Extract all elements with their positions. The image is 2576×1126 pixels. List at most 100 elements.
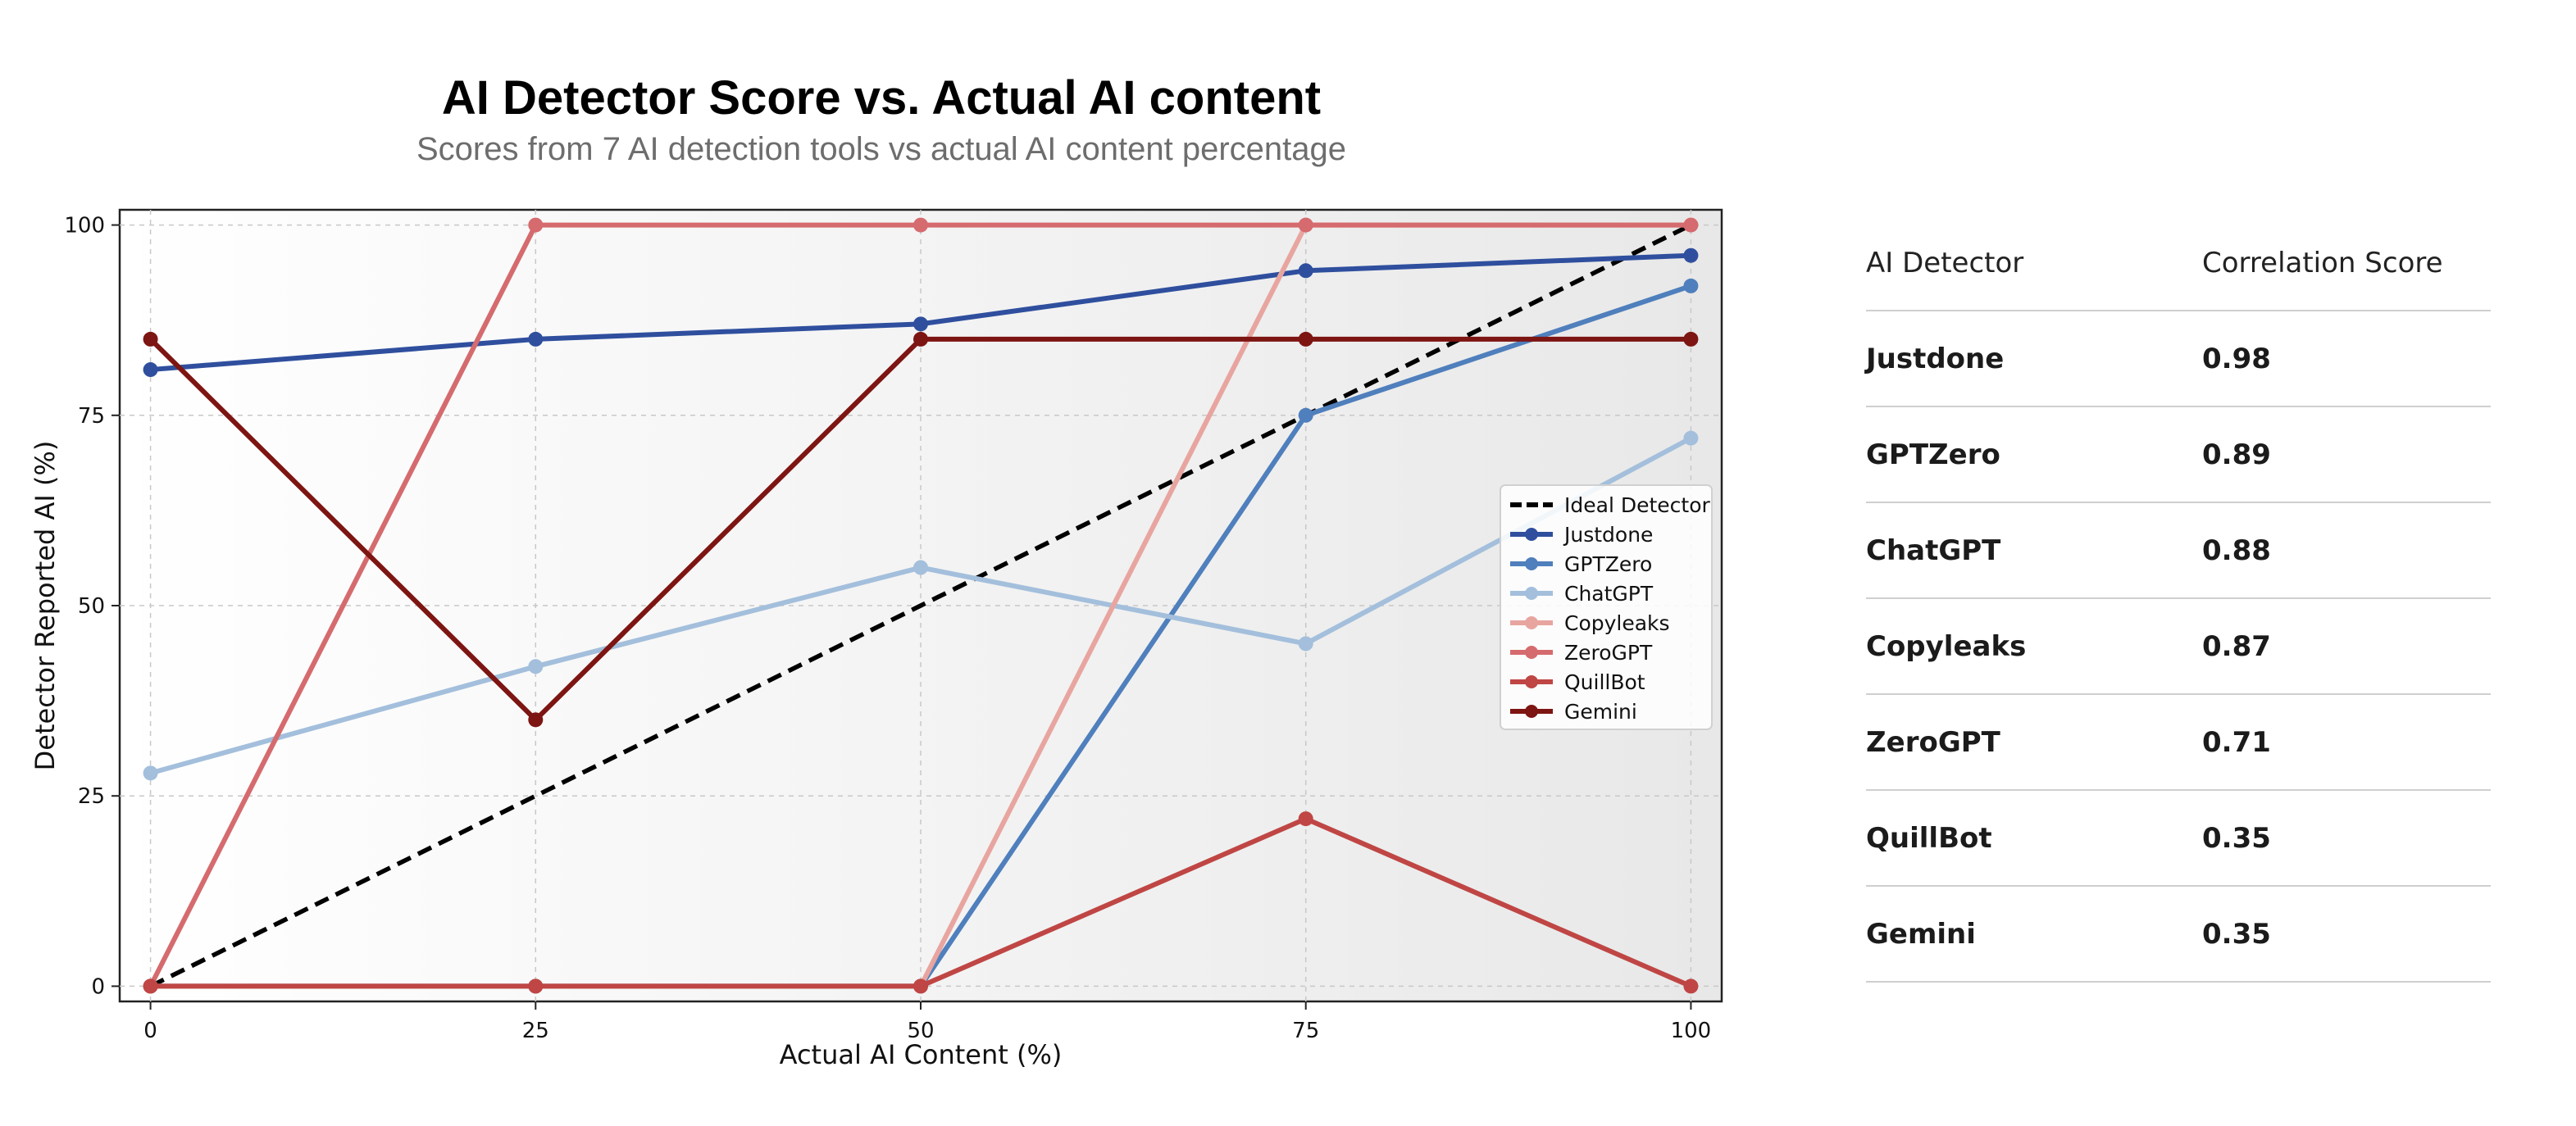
correlation-score: 0.87 xyxy=(2202,629,2271,663)
table-header: AI Detector Correlation Score xyxy=(1866,216,2491,311)
table-row: GPTZero 0.89 xyxy=(1866,407,2491,503)
detector-name: Copyleaks xyxy=(1866,629,2027,663)
data-point-chatgpt xyxy=(143,765,158,781)
legend-label: Copyleaks xyxy=(1564,611,1670,635)
series-justdone xyxy=(143,247,1699,378)
data-point-gemini xyxy=(143,331,158,347)
series-lines xyxy=(143,217,1699,994)
correlation-score: 0.88 xyxy=(2202,533,2271,567)
legend-item-chatgpt: ChatGPT xyxy=(1510,582,1654,606)
legend: Ideal Detector Justdone GPTZero ChatGPT Copy… xyxy=(1500,484,1713,730)
legend-label: ChatGPT xyxy=(1564,582,1654,606)
legend-marker xyxy=(1525,675,1538,688)
legend-label: Justdone xyxy=(1563,523,1653,547)
series-ideal-detector xyxy=(149,223,1692,988)
y-tick-label: 50 xyxy=(78,594,105,619)
correlation-score: 0.98 xyxy=(2202,342,2271,375)
data-point-gptzero xyxy=(1298,407,1313,423)
data-point-quillbot xyxy=(1298,811,1313,827)
data-point-justdone xyxy=(143,362,158,378)
legend-item-justdone: Justdone xyxy=(1510,523,1653,547)
legend-item-gptzero: GPTZero xyxy=(1510,552,1652,576)
data-point-chatgpt xyxy=(528,659,544,674)
data-point-quillbot xyxy=(528,978,544,994)
data-point-gemini xyxy=(1683,331,1699,347)
legend-item-zerogpt: ZeroGPT xyxy=(1510,641,1653,665)
table-row: Justdone 0.98 xyxy=(1866,311,2491,407)
correlation-table: AI Detector Correlation Score Justdone 0.… xyxy=(1866,216,2491,983)
legend-item-gemini: Gemini xyxy=(1510,700,1637,724)
legend-marker xyxy=(1525,646,1538,659)
header-detector: AI Detector xyxy=(1866,247,2024,279)
data-point-chatgpt xyxy=(1683,430,1699,446)
axes: 0 25 50 75 100 0 25 50 75 100 xyxy=(64,214,1711,1043)
correlation-score: 0.71 xyxy=(2202,725,2271,759)
header-score: Correlation Score xyxy=(2202,247,2443,279)
series-line-ideal-detector xyxy=(149,223,1692,988)
correlation-score: 0.89 xyxy=(2202,438,2271,471)
y-tick-label: 100 xyxy=(64,214,105,238)
x-tick-label: 75 xyxy=(1292,1019,1319,1043)
chart-title: AI Detector Score vs. Actual AI content xyxy=(441,71,1322,125)
data-point-zerogpt xyxy=(528,217,544,233)
detector-name: GPTZero xyxy=(1866,438,2000,471)
data-point-justdone xyxy=(528,331,544,347)
legend-item-copyleaks: Copyleaks xyxy=(1510,611,1670,635)
legend-label: Ideal Detector xyxy=(1564,493,1710,517)
y-axis-label: Detector Reported AI (%) xyxy=(30,441,61,771)
detector-name: Justdone xyxy=(1866,342,2005,375)
correlation-score: 0.35 xyxy=(2202,821,2271,855)
x-tick-label: 100 xyxy=(1671,1019,1712,1043)
legend-marker xyxy=(1525,705,1538,718)
series-gemini xyxy=(143,331,1699,728)
detector-name: Gemini xyxy=(1866,917,1976,951)
legend-box xyxy=(1500,484,1713,730)
x-tick-label: 25 xyxy=(522,1019,549,1043)
data-point-gptzero xyxy=(1683,278,1699,293)
series-quillbot xyxy=(143,811,1699,994)
data-point-quillbot xyxy=(1683,978,1699,994)
table-row: ChatGPT 0.88 xyxy=(1866,503,2491,599)
table-row: Gemini 0.35 xyxy=(1866,887,2491,983)
correlation-score: 0.35 xyxy=(2202,917,2271,951)
x-tick-label: 0 xyxy=(143,1019,157,1043)
table-body: Justdone 0.98 GPTZero 0.89 ChatGPT 0.88 Copyle… xyxy=(1866,311,2491,983)
data-point-justdone xyxy=(1683,247,1699,263)
legend-item-quillbot: QuillBot xyxy=(1510,670,1645,694)
chart-subtitle: Scores from 7 AI detection tools vs actu… xyxy=(416,131,1346,167)
table-row: QuillBot 0.35 xyxy=(1866,791,2491,887)
detector-name: ZeroGPT xyxy=(1866,725,2000,759)
data-point-chatgpt xyxy=(913,560,928,575)
data-point-justdone xyxy=(913,316,928,332)
series-chatgpt xyxy=(143,430,1699,781)
data-point-chatgpt xyxy=(1298,636,1313,652)
legend-marker xyxy=(1525,587,1538,600)
table-row: ZeroGPT 0.71 xyxy=(1866,695,2491,791)
x-tick-label: 50 xyxy=(907,1019,934,1043)
y-tick-label: 75 xyxy=(78,404,105,429)
legend-marker xyxy=(1525,557,1538,570)
legend-label: GPTZero xyxy=(1564,552,1652,576)
legend-item-ideal-detector: Ideal Detector xyxy=(1510,493,1710,517)
data-point-gemini xyxy=(528,712,544,728)
data-point-gemini xyxy=(1298,331,1313,347)
x-axis-label: Actual AI Content (%) xyxy=(780,1039,1063,1070)
data-point-zerogpt xyxy=(913,217,928,233)
y-tick-label: 0 xyxy=(91,974,105,999)
y-tick-label: 25 xyxy=(78,784,105,809)
legend-label: Gemini xyxy=(1564,700,1637,724)
legend-label: QuillBot xyxy=(1564,670,1645,694)
data-point-zerogpt xyxy=(1298,217,1313,233)
legend-marker xyxy=(1525,616,1538,629)
data-point-gemini xyxy=(913,331,928,347)
data-point-zerogpt xyxy=(1683,217,1699,233)
data-point-quillbot xyxy=(913,978,928,994)
data-point-quillbot xyxy=(143,978,158,994)
detector-name: QuillBot xyxy=(1866,821,1992,855)
data-point-justdone xyxy=(1298,263,1313,279)
legend-label: ZeroGPT xyxy=(1564,641,1653,665)
legend-marker xyxy=(1525,528,1538,541)
table-row: Copyleaks 0.87 xyxy=(1866,599,2491,695)
detector-name: ChatGPT xyxy=(1866,533,2001,567)
